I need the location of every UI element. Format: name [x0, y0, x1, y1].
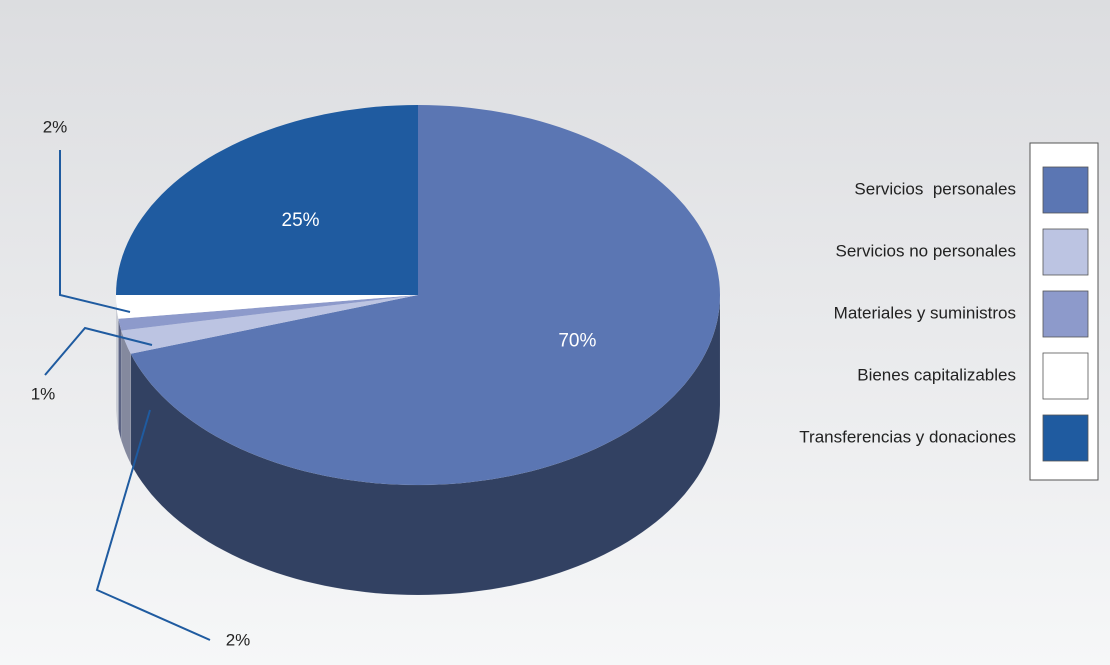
data-label: 2% [43, 117, 68, 136]
leader-line [44, 326, 153, 376]
legend-swatch [1042, 166, 1089, 214]
data-label: 2% [226, 630, 251, 649]
data-label: 1% [31, 384, 56, 403]
legend-swatch [1042, 228, 1089, 276]
legend-label: Bienes capitalizables [857, 365, 1016, 384]
legend-swatch [1042, 290, 1089, 338]
legend-swatch [1042, 352, 1089, 400]
data-label: 25% [282, 210, 320, 231]
legend-label: Servicios personales [854, 179, 1016, 198]
legend-label: Materiales y suministros [834, 303, 1016, 322]
slice [116, 105, 418, 295]
data-label: 70% [558, 330, 596, 351]
slice [130, 105, 721, 485]
leader-line [95, 409, 211, 641]
legend-label: Transferencias y donaciones [799, 427, 1016, 446]
legend-swatch [1042, 414, 1089, 462]
slice [116, 295, 418, 319]
leader-line [59, 150, 131, 313]
legend-label: Servicios no personales [836, 241, 1016, 260]
slice [118, 295, 419, 331]
slice [121, 295, 419, 354]
